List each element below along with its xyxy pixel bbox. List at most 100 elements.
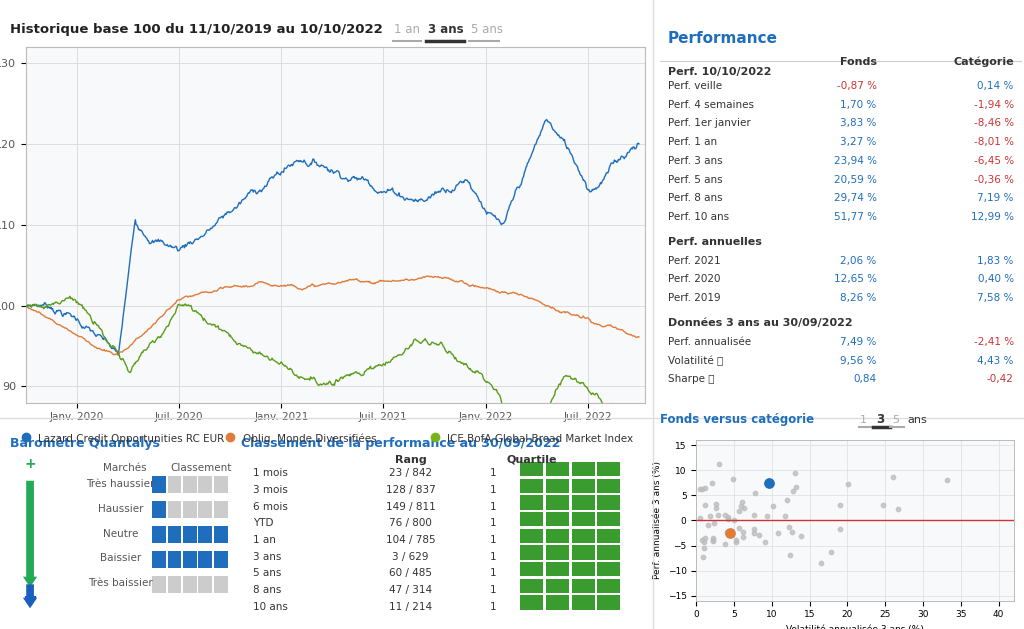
Text: 29,74 %: 29,74 % xyxy=(834,193,877,203)
Bar xyxy=(214,501,227,518)
Text: Perf. 5 ans: Perf. 5 ans xyxy=(668,175,722,185)
Point xyxy=(697,533,714,543)
Point xyxy=(822,547,839,557)
Point xyxy=(734,527,751,537)
Bar xyxy=(183,551,197,568)
Bar xyxy=(597,529,621,543)
Text: 1: 1 xyxy=(490,502,497,511)
Text: −: − xyxy=(23,589,38,608)
Point xyxy=(813,558,829,568)
Text: Perf. veille: Perf. veille xyxy=(668,81,722,91)
Bar xyxy=(520,479,543,493)
Point xyxy=(711,509,727,520)
Text: Marchés: Marchés xyxy=(102,464,146,474)
Text: 8 ans: 8 ans xyxy=(253,585,282,595)
Text: 0,40 %: 0,40 % xyxy=(978,274,1014,284)
Text: 1,83 %: 1,83 % xyxy=(977,256,1014,265)
Text: -8,46 %: -8,46 % xyxy=(974,118,1014,128)
Text: 2,06 %: 2,06 % xyxy=(841,256,877,265)
Text: Perf. 2019: Perf. 2019 xyxy=(668,293,720,303)
Point xyxy=(703,478,720,488)
Point xyxy=(733,501,750,511)
Bar xyxy=(214,476,227,493)
Text: Sharpe ⓘ: Sharpe ⓘ xyxy=(668,374,714,384)
Bar xyxy=(571,545,595,560)
Point xyxy=(722,526,738,536)
Text: 47 / 314: 47 / 314 xyxy=(389,585,432,595)
Text: Oblig. Monde Diversifiées: Oblig. Monde Diversifiées xyxy=(243,433,376,443)
Text: Perf. annuelles: Perf. annuelles xyxy=(668,237,762,247)
Text: 23 / 842: 23 / 842 xyxy=(389,468,432,478)
Text: 1: 1 xyxy=(490,585,497,595)
Point xyxy=(781,550,798,560)
Bar xyxy=(520,495,543,509)
Text: Perf. 4 semaines: Perf. 4 semaines xyxy=(668,99,754,109)
Text: 128 / 837: 128 / 837 xyxy=(386,485,435,495)
Bar xyxy=(199,476,212,493)
Text: 3 ans: 3 ans xyxy=(428,23,464,36)
Bar xyxy=(520,562,543,576)
Bar xyxy=(546,462,568,476)
Bar xyxy=(546,495,568,509)
Text: 1,70 %: 1,70 % xyxy=(841,99,877,109)
Point xyxy=(711,459,727,469)
Bar xyxy=(183,476,197,493)
Bar xyxy=(183,576,197,593)
Text: +: + xyxy=(25,457,36,471)
Text: 51,77 %: 51,77 % xyxy=(834,212,877,222)
Point xyxy=(717,510,733,520)
Text: 1: 1 xyxy=(860,415,867,425)
Point xyxy=(746,510,763,520)
Point xyxy=(726,515,742,525)
Text: 1: 1 xyxy=(490,468,497,478)
Bar xyxy=(571,495,595,509)
Text: 5 ans: 5 ans xyxy=(253,569,282,579)
Point xyxy=(694,552,711,562)
Text: 60 / 485: 60 / 485 xyxy=(389,569,432,579)
Bar xyxy=(546,545,568,560)
Point xyxy=(745,528,762,538)
Text: YTD: YTD xyxy=(253,518,273,528)
Text: 0,84: 0,84 xyxy=(854,374,877,384)
Text: 1: 1 xyxy=(490,485,497,495)
Point xyxy=(777,511,794,521)
Text: Catégorie: Catégorie xyxy=(953,57,1014,67)
Bar xyxy=(168,476,181,493)
Point xyxy=(757,537,773,547)
Point xyxy=(697,482,714,493)
Point xyxy=(728,535,744,545)
Text: Perf. 2021: Perf. 2021 xyxy=(668,256,720,265)
Text: 3,83 %: 3,83 % xyxy=(841,118,877,128)
Text: 104 / 785: 104 / 785 xyxy=(386,535,435,545)
Point xyxy=(890,504,906,514)
Point xyxy=(765,501,781,511)
Point xyxy=(770,528,786,538)
Bar xyxy=(597,479,621,493)
Text: 8,26 %: 8,26 % xyxy=(841,293,877,303)
Bar xyxy=(214,576,227,593)
Point xyxy=(717,538,733,548)
Point xyxy=(708,499,724,509)
Text: Baromètre Quantalys: Baromètre Quantalys xyxy=(10,437,160,450)
Text: Volatilité ⓘ: Volatilité ⓘ xyxy=(668,355,723,366)
Bar xyxy=(546,596,568,610)
Text: Rang: Rang xyxy=(394,455,426,465)
Bar xyxy=(168,576,181,593)
Point xyxy=(696,543,713,553)
Text: Baissier: Baissier xyxy=(99,554,141,564)
Bar xyxy=(571,562,595,576)
Bar xyxy=(520,512,543,526)
Bar xyxy=(168,501,181,518)
Bar xyxy=(153,501,166,518)
Bar xyxy=(546,479,568,493)
Text: -1,94 %: -1,94 % xyxy=(974,99,1014,109)
Text: 1 an: 1 an xyxy=(253,535,275,545)
Text: Fonds versus catégorie: Fonds versus catégorie xyxy=(660,413,815,426)
Bar xyxy=(597,462,621,476)
Point xyxy=(831,524,848,534)
Text: -0,42: -0,42 xyxy=(987,374,1014,384)
Point xyxy=(693,535,710,545)
Bar xyxy=(153,476,166,493)
Point xyxy=(779,495,796,505)
Bar xyxy=(168,526,181,543)
